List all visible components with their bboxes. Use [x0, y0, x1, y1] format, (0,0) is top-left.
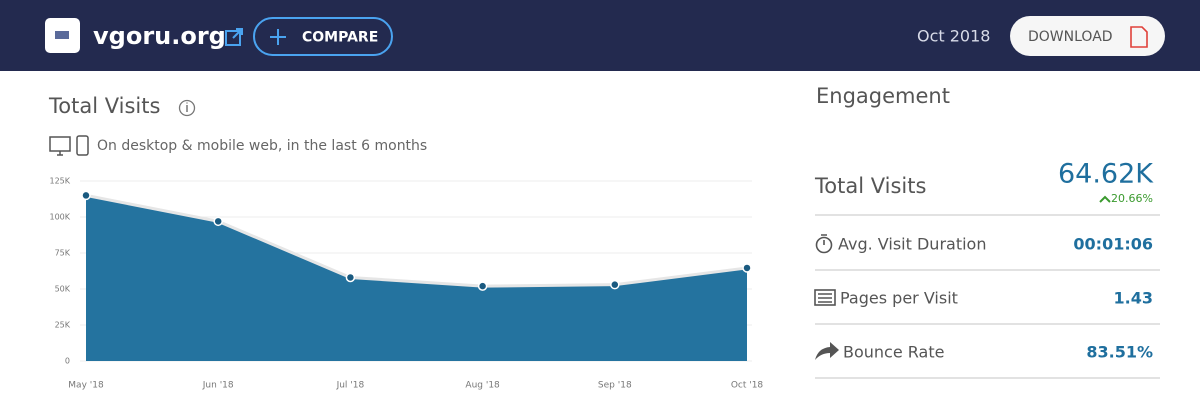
metric-label: Pages per Visit [840, 289, 958, 308]
point [477, 281, 488, 291]
compare-button[interactable]: COMPARE [253, 17, 393, 56]
x-tick-label: May '18 [68, 381, 104, 391]
point [742, 263, 752, 273]
metric-label: Bounce Rate [843, 343, 944, 362]
bounce-icon [815, 342, 839, 360]
date-label: Oct 2018 [917, 27, 990, 46]
plot: 0 25K 50K 75K 100K 125K May '18 Jun '18 Jul '18 A… [49, 177, 763, 391]
external-link-icon[interactable] [225, 28, 243, 46]
y-tick-label: 25K [55, 321, 71, 330]
total-visits-label: Total Visits [814, 174, 926, 198]
pages-icon [814, 289, 836, 306]
header-bar [0, 0, 1200, 71]
engagement-title: Engagement [816, 84, 950, 108]
line [85, 193, 748, 288]
metric-label: Avg. Visit Duration [838, 235, 986, 254]
metric-value: 83.51% [1086, 343, 1153, 362]
info-icon[interactable] [178, 99, 196, 117]
total-visits-value: 64.62K [1058, 159, 1154, 190]
compare-label: COMPARE [302, 30, 378, 46]
x-tick-label: Aug '18 [465, 381, 500, 391]
site-name: vgoru.org [93, 22, 226, 50]
point [213, 216, 223, 227]
x-tick-label: Jun '18 [202, 381, 234, 391]
y-tick-label: 100K [49, 213, 70, 222]
device-icons [49, 135, 89, 156]
x-tick-label: Oct '18 [731, 381, 764, 391]
point [610, 279, 620, 290]
metric-value: 1.43 [1114, 289, 1153, 308]
y-tick-label: 125K [49, 177, 70, 186]
x-tick-label: Sep '18 [598, 381, 632, 391]
download-label: DOWNLOAD [1028, 29, 1113, 45]
chart-title: Total Visits [48, 94, 160, 118]
y-tick-label: 75K [55, 249, 71, 258]
metric-value: 00:01:06 [1073, 235, 1153, 254]
duration-icon [815, 234, 833, 254]
y-tick-label: 50K [55, 285, 71, 294]
logo-mark [55, 31, 69, 39]
download-button[interactable]: DOWNLOAD [1010, 16, 1165, 56]
y-tick-label: 0 [65, 357, 70, 366]
change-value: 20.66% [1111, 192, 1153, 205]
change-arrow [1099, 195, 1111, 203]
x-tick-label: Jul '18 [336, 381, 365, 391]
area [86, 195, 747, 361]
chart-subtitle: On desktop & mobile web, in the last 6 m… [97, 138, 427, 154]
point [345, 272, 356, 283]
point [81, 190, 91, 201]
